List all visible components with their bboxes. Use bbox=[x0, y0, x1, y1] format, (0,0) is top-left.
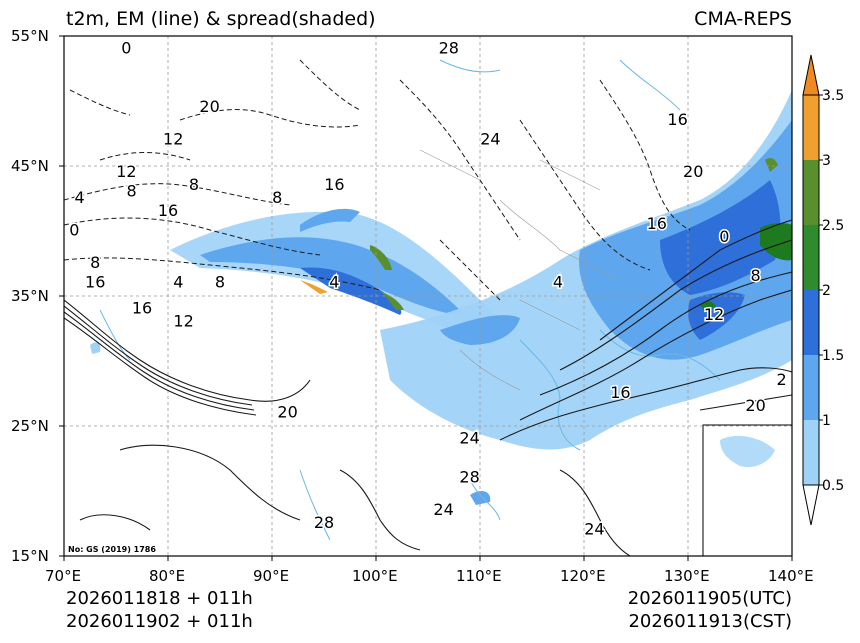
contour-label: 24 bbox=[433, 500, 453, 519]
axis-ticks bbox=[59, 35, 793, 561]
lat-label: 55°N bbox=[11, 27, 49, 45]
colorbar-extend-min bbox=[802, 484, 820, 526]
colorbar-tick: 3.5 bbox=[822, 88, 845, 104]
contour-label: 4 bbox=[329, 273, 339, 292]
graticule bbox=[64, 36, 792, 556]
contour-label: 16 bbox=[158, 201, 178, 220]
contour-label: 20 bbox=[277, 403, 297, 422]
coastline bbox=[99, 59, 721, 541]
init-time-cst: 2026011902 + 011h bbox=[66, 611, 253, 632]
contour-label: 16 bbox=[647, 214, 667, 233]
contour-label: 28 bbox=[314, 513, 334, 532]
init-time-utc: 2026011818 + 011h bbox=[66, 588, 253, 609]
contour-label: 8 bbox=[215, 273, 225, 292]
lon-label: 110°E bbox=[456, 567, 502, 585]
colorbar-tick: 0.5 bbox=[822, 478, 845, 494]
contour-lines-dashed bbox=[64, 59, 691, 301]
contour-label: 4 bbox=[173, 273, 183, 292]
contour-label: 0 bbox=[719, 227, 729, 246]
contour-label: 12 bbox=[704, 305, 724, 324]
spread-area bbox=[765, 157, 778, 172]
colorbar-tick: 2.5 bbox=[822, 218, 845, 234]
contour-label: 20 bbox=[745, 396, 765, 415]
contour-label: 12 bbox=[116, 162, 136, 181]
spread-area bbox=[300, 208, 360, 232]
spread-area bbox=[700, 301, 716, 312]
lon-label: 80°E bbox=[149, 567, 186, 585]
colorbar-band bbox=[803, 160, 819, 225]
spread-area bbox=[300, 280, 328, 294]
contour-label: 0 bbox=[69, 221, 79, 240]
contour-label: 2 bbox=[777, 370, 787, 389]
contour-label: 8 bbox=[272, 188, 282, 207]
colorbar bbox=[802, 54, 823, 526]
contour-label: 16 bbox=[85, 273, 105, 292]
colorbar-band bbox=[803, 95, 819, 160]
spread-area bbox=[470, 490, 491, 505]
contour-label: 20 bbox=[683, 162, 703, 181]
contour-label: 12 bbox=[173, 312, 193, 331]
lat-label: 15°N bbox=[11, 547, 49, 565]
spread-area bbox=[300, 267, 402, 315]
contour-label: 4 bbox=[75, 188, 85, 207]
lon-label: 130°E bbox=[664, 567, 710, 585]
contour-label: 16 bbox=[132, 299, 152, 318]
contour-label: 16 bbox=[610, 383, 630, 402]
contour-lines-solid bbox=[64, 219, 792, 556]
colorbar-tick: 1.5 bbox=[822, 348, 845, 364]
colorbar-extend-max bbox=[802, 54, 820, 96]
map-content bbox=[64, 36, 792, 556]
contour-label: 0 bbox=[121, 39, 131, 58]
colorbar-band bbox=[803, 290, 819, 355]
lon-label: 70°E bbox=[45, 567, 82, 585]
contour-label: 24 bbox=[584, 520, 604, 539]
lon-label: 100°E bbox=[352, 567, 398, 585]
spread-area bbox=[720, 435, 775, 468]
contour-label: 24 bbox=[480, 130, 500, 149]
lat-label: 45°N bbox=[11, 157, 49, 175]
contour-label: 24 bbox=[459, 429, 479, 448]
contour-label: 28 bbox=[439, 39, 459, 58]
lon-label: 140°E bbox=[768, 567, 814, 585]
lon-label: 90°E bbox=[253, 567, 290, 585]
lon-label: 120°E bbox=[560, 567, 606, 585]
spread-area bbox=[370, 245, 392, 270]
colorbar-tick: 3 bbox=[822, 153, 831, 169]
contour-label: 8 bbox=[751, 266, 761, 285]
spread-area bbox=[90, 342, 101, 354]
province-borders bbox=[419, 149, 621, 391]
contour-label: 8 bbox=[127, 182, 137, 201]
lat-label: 35°N bbox=[11, 287, 49, 305]
contour-label: 28 bbox=[459, 468, 479, 487]
colorbar-tick: 2 bbox=[822, 283, 831, 299]
contour-label: 4 bbox=[553, 273, 563, 292]
contour-label: 16 bbox=[324, 175, 344, 194]
colorbar-tick: 1 bbox=[822, 413, 831, 429]
colorbar-band bbox=[803, 225, 819, 290]
spread-area bbox=[660, 180, 781, 295]
colorbar-band bbox=[803, 355, 819, 420]
contour-label: 8 bbox=[90, 253, 100, 272]
lat-label: 25°N bbox=[11, 417, 49, 435]
spread-area bbox=[760, 223, 792, 261]
colorbar-band bbox=[803, 420, 819, 485]
valid-time-cst: 2026011913(CST) bbox=[628, 611, 792, 632]
valid-time-utc: 2026011905(UTC) bbox=[627, 588, 792, 609]
chart-title: t2m, EM (line) & spread(shaded) bbox=[66, 8, 376, 30]
contour-label: 20 bbox=[199, 97, 219, 116]
map-approval-credit: No: GS (2019) 1786 bbox=[68, 545, 156, 554]
contour-label: 12 bbox=[163, 130, 183, 149]
model-name: CMA-REPS bbox=[694, 8, 792, 30]
contour-label: 8 bbox=[189, 175, 199, 194]
spread-area bbox=[200, 237, 465, 315]
contour-label: 16 bbox=[667, 110, 687, 129]
spread-area bbox=[382, 292, 404, 310]
